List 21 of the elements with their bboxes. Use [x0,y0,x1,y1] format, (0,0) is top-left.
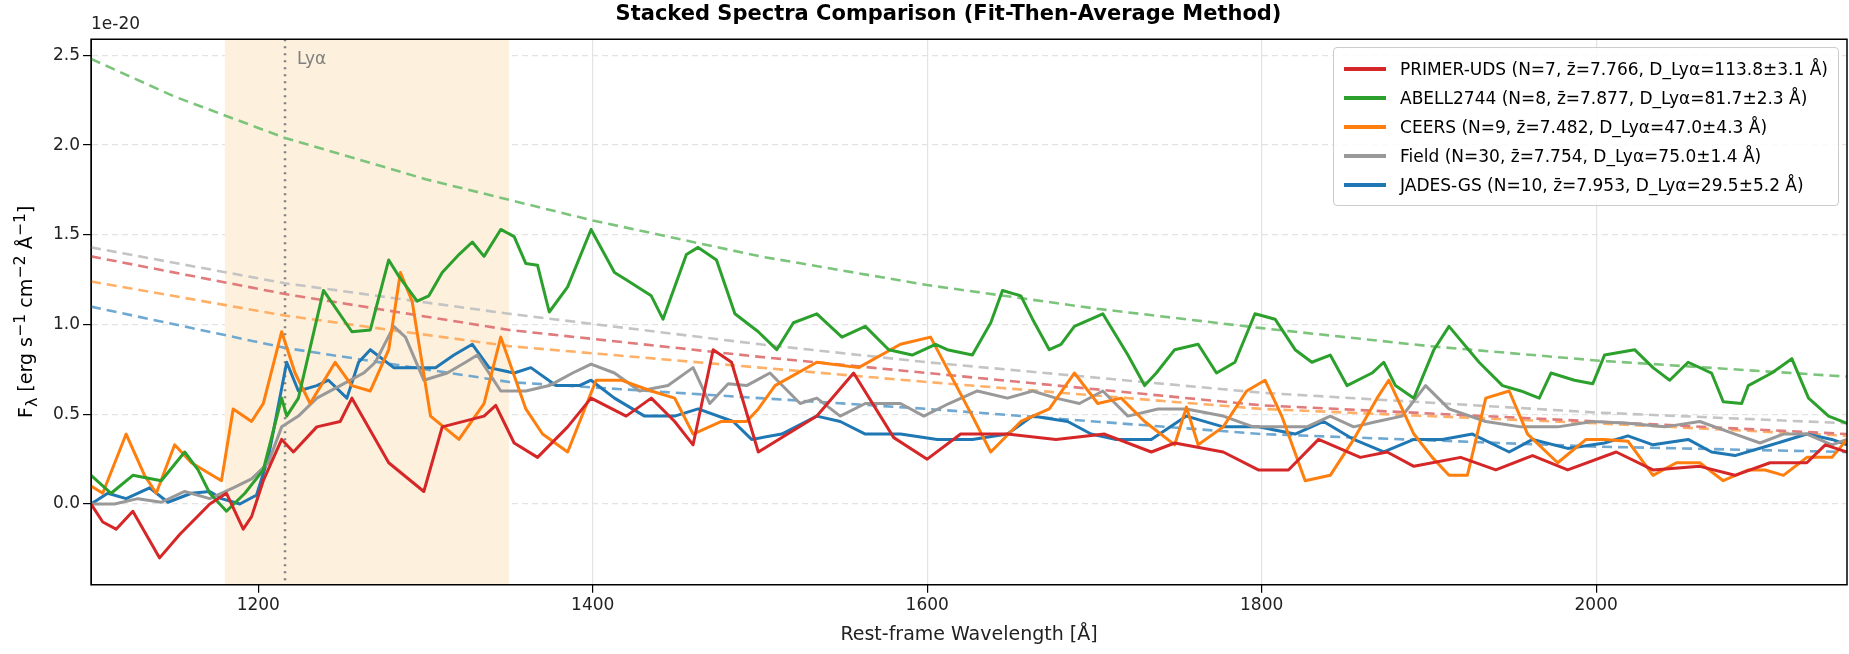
legend-label: JADES-GS (N=10, z̄=7.953, D_Lyα=29.5±5.2 Å) [1400,174,1804,195]
chart-title: Stacked Spectra Comparison (Fit-Then-Average Method) [615,1,1282,26]
legend-label: Field (N=30, z̄=7.754, D_Lyα=75.0±1.4 Å) [1400,145,1762,166]
y-tick-label: 0.5 [52,402,81,423]
text: 1e-20 [91,13,141,34]
legend-label: ABELL2744 (N=8, z̄=7.877, D_Lyα=81.7±2.3 Å) [1400,87,1808,108]
x-tick-label: 1400 [571,594,615,615]
x-tick-label: 1800 [1240,594,1284,615]
legend-label: PRIMER-UDS (N=7, z̄=7.766, D_Lyα=113.8±3.1 Å) [1400,58,1828,79]
y-tick-label: 1.5 [52,223,81,244]
x-axis-title: Rest-frame Wavelength [Å] [840,621,1098,644]
y-tick-label: 1.0 [52,312,81,333]
y-tick-label: 2.0 [52,133,81,154]
ref-line-label: Lyα [297,48,327,69]
legend-label: CEERS (N=9, z̄=7.482, D_Lyα=47.0±4.3 Å) [1400,116,1768,137]
x-tick-label: 1200 [236,594,280,615]
x-tick-label: 2000 [1574,594,1618,615]
y-tick-label: 0.0 [52,492,81,513]
line-series [91,305,1847,454]
y-tick-label: 2.5 [52,43,81,64]
x-tick-label: 1600 [905,594,949,615]
